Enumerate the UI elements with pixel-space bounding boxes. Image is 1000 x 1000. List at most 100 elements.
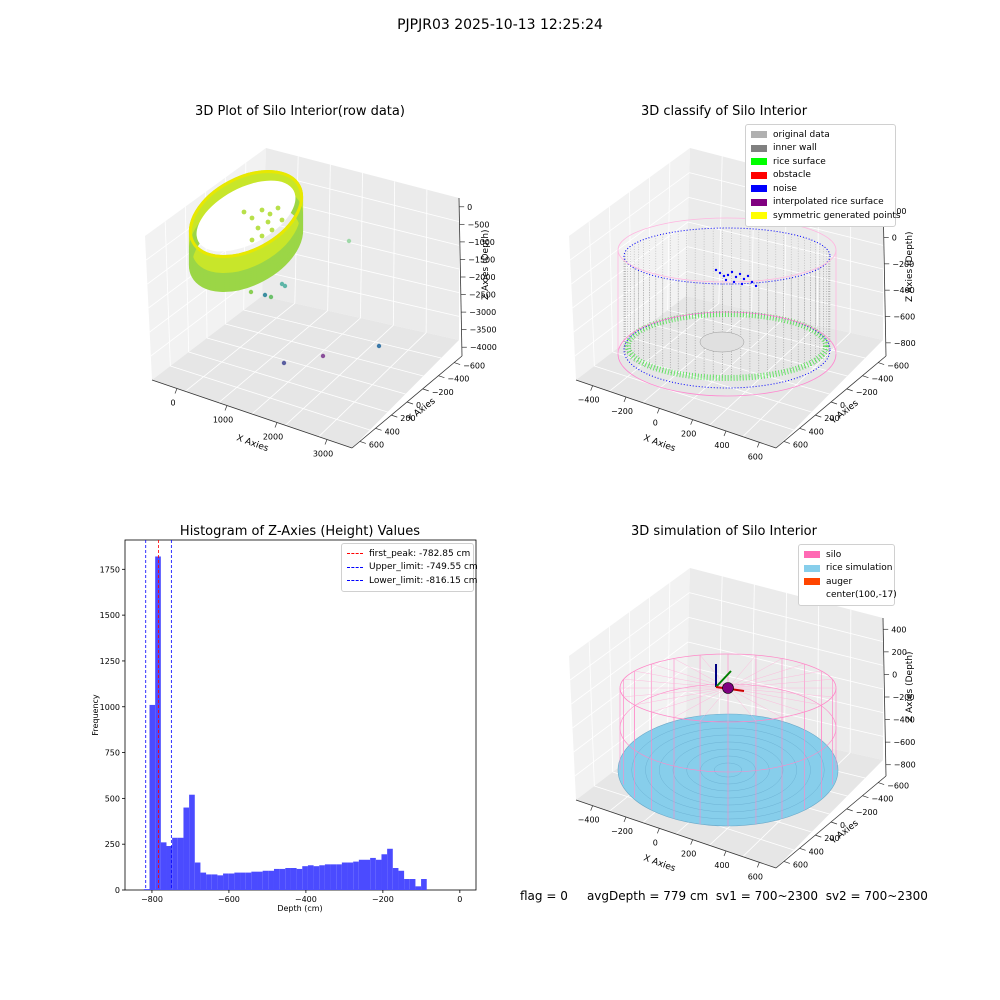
- x-axis-line: [151, 379, 353, 449]
- outlier-point: [376, 343, 382, 349]
- figure-title: PJPJR03 2025-10-13 12:25:24: [397, 17, 603, 33]
- noise-point: [732, 280, 736, 284]
- pane-wall-left: [569, 568, 690, 800]
- data-point: [259, 233, 265, 239]
- y-tick-label: 1000: [100, 703, 120, 712]
- legend-label: Lower_limit: -816.15 cm: [369, 575, 478, 586]
- histogram-bar: [143, 889, 150, 890]
- z-tick-label: −1500: [468, 255, 495, 264]
- panel2-zlabel: Z Axies (Depth): [905, 231, 915, 302]
- histogram-bar: [387, 848, 393, 890]
- x-tick: [224, 405, 228, 411]
- x-tick-label: 600: [748, 872, 763, 881]
- legend-swatch-interpolated: [751, 198, 767, 206]
- x-tick: [623, 396, 627, 403]
- avg-depth-text: avgDepth = 779 cm: [586, 889, 709, 903]
- outlier-point: [248, 289, 254, 295]
- legend-item: silo: [804, 548, 889, 562]
- x-tick: [590, 385, 593, 391]
- histogram-bar: [285, 868, 291, 890]
- x-tick: [723, 430, 727, 437]
- x-tick: [657, 408, 660, 414]
- y-tick-label: 1750: [100, 565, 120, 574]
- x-tick-label: 0: [170, 399, 175, 408]
- silo-top-spoke: [727, 687, 757, 721]
- legend-label: symmetric generated points: [773, 210, 901, 221]
- noise-point: [722, 274, 726, 278]
- histogram-bar: [336, 864, 342, 890]
- x-tick-label: −200: [611, 827, 633, 836]
- data-point: [241, 209, 247, 215]
- silo-top-spoke: [727, 687, 805, 713]
- y-tick: [783, 861, 790, 864]
- silo-top-spoke: [634, 687, 729, 706]
- x-tick: [757, 862, 760, 868]
- x-axis-line: [575, 799, 777, 869]
- status-footer: flag = 0 avgDepth = 779 cm sv1 = 700~230…: [520, 889, 928, 903]
- auger-center-marker: [722, 682, 734, 694]
- z-tick-label: −600: [893, 313, 915, 322]
- z-tick-label: 0: [892, 234, 897, 243]
- legend-item: interpolated rice surface: [751, 196, 890, 210]
- y-tick: [815, 414, 822, 418]
- histogram-bar: [324, 864, 331, 890]
- outlier-point: [282, 283, 288, 289]
- outlier-point: [262, 292, 268, 298]
- x-tick-label: 600: [748, 452, 763, 461]
- legend-swatch-rice-surface: [751, 158, 767, 166]
- legend-swatch-symmetric: [751, 212, 767, 220]
- y-tick: [454, 362, 461, 365]
- z-tick-label: −400: [893, 286, 915, 295]
- histogram-bar: [392, 868, 399, 890]
- y-tick: [422, 388, 429, 392]
- histogram-bar: [370, 857, 376, 890]
- legend-item: center(100,-17): [804, 589, 897, 603]
- legend-item: noise: [751, 182, 890, 196]
- x-tick: [657, 828, 660, 834]
- noise-point: [718, 271, 722, 275]
- y-tick-label: 600: [793, 440, 808, 449]
- noise-point: [734, 275, 738, 279]
- panel4-title: 3D simulation of Silo Interior: [631, 524, 817, 539]
- panel4-zlabel: Z Axies (Depth): [905, 651, 915, 722]
- histogram-bar: [313, 866, 320, 890]
- data-point: [269, 227, 275, 233]
- y-tick: [862, 795, 869, 799]
- histogram-bar: [194, 862, 201, 890]
- histogram-bar: [358, 859, 365, 890]
- y-tick-label: 500: [105, 794, 120, 803]
- noise-point: [746, 274, 750, 278]
- silo-top-spoke: [727, 658, 783, 689]
- histogram-bar: [409, 879, 416, 890]
- histogram-bar: [273, 868, 280, 890]
- x-tick-label: 2000: [263, 433, 283, 442]
- legend-label: rice simulation: [826, 563, 893, 574]
- z-tick-label: −500: [468, 220, 490, 229]
- x-tick-label: −800: [141, 895, 163, 904]
- histogram-bar: [200, 872, 207, 890]
- noise-point: [750, 280, 754, 284]
- y-tick: [375, 427, 382, 431]
- y-tick-label: −200: [856, 388, 878, 397]
- outlier-point: [320, 353, 326, 359]
- legend-swatch-center: [804, 592, 820, 599]
- y-tick-label: 1250: [100, 657, 120, 666]
- z-tick-label: −2500: [469, 291, 496, 300]
- y-tick-label: 1500: [100, 611, 120, 620]
- z-tick-label: −1000: [468, 238, 495, 247]
- legend-swatch-auger: [804, 578, 820, 586]
- grid-line: [425, 189, 428, 333]
- legend-label: interpolated rice surface: [773, 197, 884, 208]
- legend-label: Upper_limit: -749.55 cm: [369, 562, 478, 573]
- outlier-point: [281, 360, 287, 366]
- z-tick-label: −800: [894, 339, 916, 348]
- x-tick-label: −200: [372, 895, 394, 904]
- y-tick: [783, 441, 790, 444]
- histogram-bar: [375, 859, 382, 890]
- histogram-bar: [415, 886, 422, 890]
- x-tick: [757, 442, 760, 448]
- histogram-bar: [290, 868, 297, 890]
- legend-label: auger: [826, 576, 853, 587]
- y-tick: [862, 375, 869, 379]
